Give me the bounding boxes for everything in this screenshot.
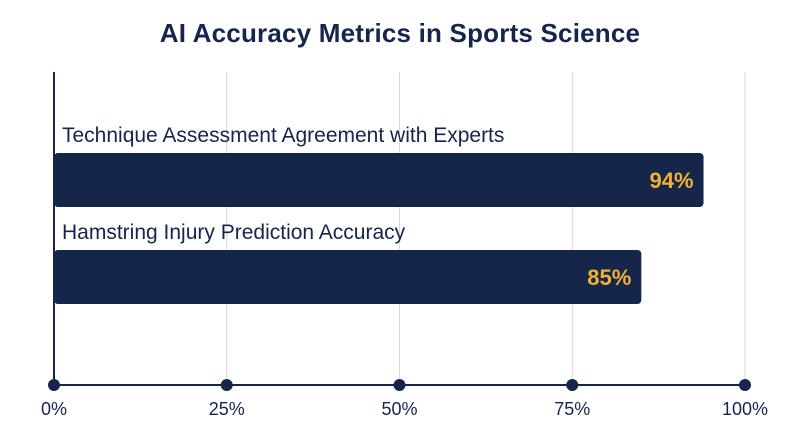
x-tick-marker (220, 379, 233, 391)
category-label: Hamstring Injury Prediction Accuracy (62, 221, 406, 244)
bar (54, 153, 704, 207)
x-tick-marker (393, 379, 406, 391)
chart-title: AI Accuracy Metrics in Sports Science (159, 18, 641, 48)
x-tick-marker (566, 379, 579, 391)
x-tick-marker (48, 379, 60, 391)
x-tick-marker (739, 379, 751, 391)
category-label: Technique Assessment Agreement with Expe… (62, 124, 504, 147)
x-tick-label: 0% (41, 399, 67, 419)
x-tick-label: 25% (209, 399, 245, 419)
x-tick-label: 75% (554, 399, 590, 419)
value-label: 85% (587, 265, 631, 290)
x-tick-label: 100% (722, 399, 768, 419)
value-label: 94% (649, 168, 693, 193)
bar (54, 250, 642, 304)
x-tick-label: 50% (381, 399, 417, 419)
